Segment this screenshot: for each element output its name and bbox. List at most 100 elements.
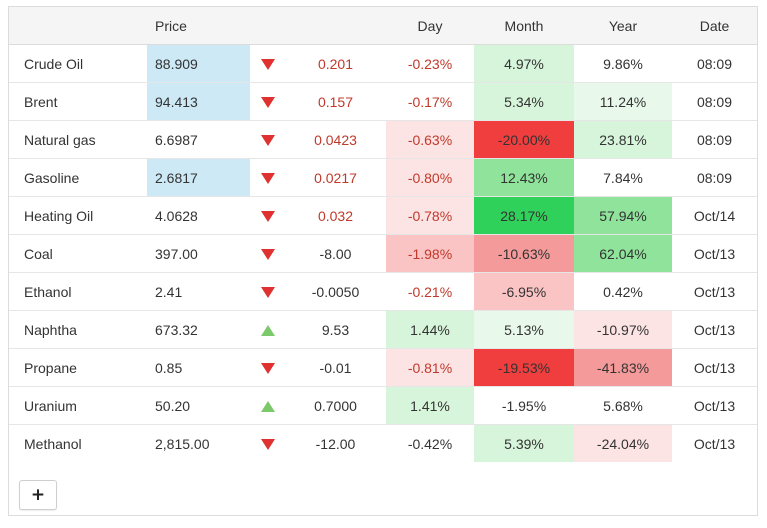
price-cell: 673.32	[147, 310, 250, 349]
price-cell: 88.909	[147, 44, 250, 83]
month-change-cell: 5.13%	[474, 310, 574, 349]
table-row[interactable]: Coal 397.00 -8.00 -1.98% -10.63% 62.04% …	[9, 234, 757, 273]
day-change-cell: -0.78%	[386, 196, 474, 235]
header-month[interactable]: Month	[474, 7, 574, 45]
header-year[interactable]: Year	[574, 7, 672, 45]
commodity-name-link[interactable]: Gasoline	[9, 158, 147, 197]
day-change-cell: -0.63%	[386, 120, 474, 159]
year-change-cell: 23.81%	[574, 120, 672, 159]
header-date[interactable]: Date	[672, 7, 757, 45]
year-change-cell: -41.83%	[574, 348, 672, 387]
change-cell: -8.00	[285, 234, 386, 273]
down-arrow-icon	[260, 439, 275, 451]
year-change-cell: 57.94%	[574, 196, 672, 235]
month-change-cell: 28.17%	[474, 196, 574, 235]
change-cell: 0.032	[285, 196, 386, 235]
year-change-cell: 9.86%	[603, 55, 643, 72]
down-arrow-icon	[260, 287, 275, 299]
day-change-cell: 1.44%	[386, 310, 474, 349]
month-change-cell: 5.39%	[474, 424, 574, 462]
commodities-panel: Price Day Month Year Date Crude Oil 88.9…	[8, 6, 758, 516]
down-arrow-icon	[260, 363, 275, 375]
date-cell: Oct/13	[672, 310, 757, 349]
date-cell: Oct/13	[672, 272, 757, 311]
table-row[interactable]: Naphtha 673.32 9.53 1.44% 5.13% -10.97% …	[9, 310, 757, 349]
commodity-name-link[interactable]: Naphtha	[9, 310, 147, 349]
table-row[interactable]: Heating Oil 4.0628 0.032 -0.78% 28.17% 5…	[9, 196, 757, 235]
year-change-cell: 5.68%	[574, 386, 672, 425]
month-change-cell: 12.43%	[474, 158, 574, 197]
direction-cell	[250, 196, 285, 235]
commodity-name-link[interactable]: Heating Oil	[9, 196, 147, 235]
commodity-name-link[interactable]: Coal	[9, 234, 147, 273]
direction-cell	[250, 120, 285, 159]
table-row[interactable]: Gasoline 2.6817 0.0217 -0.80% 12.43% 7.8…	[9, 158, 757, 197]
date-cell: Oct/13	[672, 424, 757, 462]
commodity-name-link[interactable]: Ethanol	[9, 272, 147, 311]
year-change-cell: 62.04%	[574, 234, 672, 273]
change-cell: 0.157	[285, 82, 386, 121]
price-cell: 2.41	[147, 272, 250, 311]
price-cell: 50.20	[147, 386, 250, 425]
date-cell: Oct/13	[672, 234, 757, 273]
price-cell: 6.6987	[147, 120, 250, 159]
table-row[interactable]: Methanol 2,815.00 -12.00 -0.42% 5.39% -2…	[9, 424, 757, 462]
change-cell: -0.01	[285, 348, 386, 387]
direction-cell	[250, 234, 285, 273]
price-cell: 94.413	[147, 82, 250, 121]
year-change-cell: 0.42%	[574, 272, 672, 311]
month-change-cell: -10.63%	[474, 234, 574, 273]
month-change-cell: 4.97%	[474, 44, 574, 83]
year-change-cell: -10.97%	[574, 310, 672, 349]
change-cell: 0.0423	[285, 120, 386, 159]
commodity-name-link[interactable]: Natural gas	[9, 120, 147, 159]
change-cell: 0.201	[317, 55, 354, 72]
header-change[interactable]	[285, 7, 386, 45]
commodity-name-link[interactable]: Brent	[9, 82, 147, 121]
table-row[interactable]: Uranium 50.20 0.7000 1.41% -1.95% 5.68% …	[9, 386, 757, 425]
change-cell: 0.0217	[285, 158, 386, 197]
change-cell: -0.0050	[285, 272, 386, 311]
down-arrow-icon	[260, 59, 275, 71]
price-cell: 2,815.00	[147, 424, 250, 462]
date-cell: Oct/13	[672, 348, 757, 387]
commodity-name-link[interactable]: Crude Oil	[24, 55, 84, 72]
up-arrow-icon	[260, 325, 275, 337]
direction-cell	[250, 386, 285, 425]
direction-cell	[250, 310, 285, 349]
table-row[interactable]: Ethanol 2.41 -0.0050 -0.21% -6.95% 0.42%…	[9, 272, 757, 311]
year-change-cell: -24.04%	[574, 424, 672, 462]
price-cell: 397.00	[147, 234, 250, 273]
year-change-cell: 7.84%	[574, 158, 672, 197]
day-change-cell: -1.98%	[386, 234, 474, 273]
direction-cell	[250, 424, 285, 462]
date-cell: 08:09	[672, 82, 757, 121]
change-cell: -12.00	[285, 424, 386, 462]
header-day[interactable]: Day	[386, 7, 474, 45]
table-row[interactable]: Brent 94.413 0.157 -0.17% 5.34% 11.24% 0…	[9, 82, 757, 121]
direction-cell	[250, 348, 285, 387]
commodities-table: Price Day Month Year Date Crude Oil 88.9…	[9, 7, 757, 462]
table-row[interactable]: Propane 0.85 -0.01 -0.81% -19.53% -41.83…	[9, 348, 757, 387]
month-change-cell: -19.53%	[474, 348, 574, 387]
price-cell: 2.6817	[147, 158, 250, 197]
day-change-cell: -0.21%	[386, 272, 474, 311]
commodity-name-link[interactable]: Uranium	[9, 386, 147, 425]
day-change-cell: -0.42%	[386, 424, 474, 462]
table-row[interactable]: Crude Oil 88.909 0.201 -0.23% 4.97% 9.86…	[9, 44, 757, 83]
commodity-name-link[interactable]: Methanol	[9, 424, 147, 462]
table-row[interactable]: Natural gas 6.6987 0.0423 -0.63% -20.00%…	[9, 120, 757, 159]
direction-cell	[250, 45, 285, 83]
month-change-cell: -1.95%	[474, 386, 574, 425]
change-cell: 9.53	[285, 310, 386, 349]
year-change-cell: 11.24%	[574, 82, 672, 121]
date-cell: 08:09	[672, 158, 757, 197]
direction-cell	[250, 158, 285, 197]
header-arrow	[250, 7, 285, 45]
date-cell: 08:09	[672, 120, 757, 159]
table-header-row: Price Day Month Year Date	[9, 7, 757, 45]
header-name[interactable]	[9, 7, 147, 45]
add-row-button[interactable]: +	[19, 480, 57, 510]
header-price[interactable]: Price	[147, 7, 250, 45]
commodity-name-link[interactable]: Propane	[9, 348, 147, 387]
